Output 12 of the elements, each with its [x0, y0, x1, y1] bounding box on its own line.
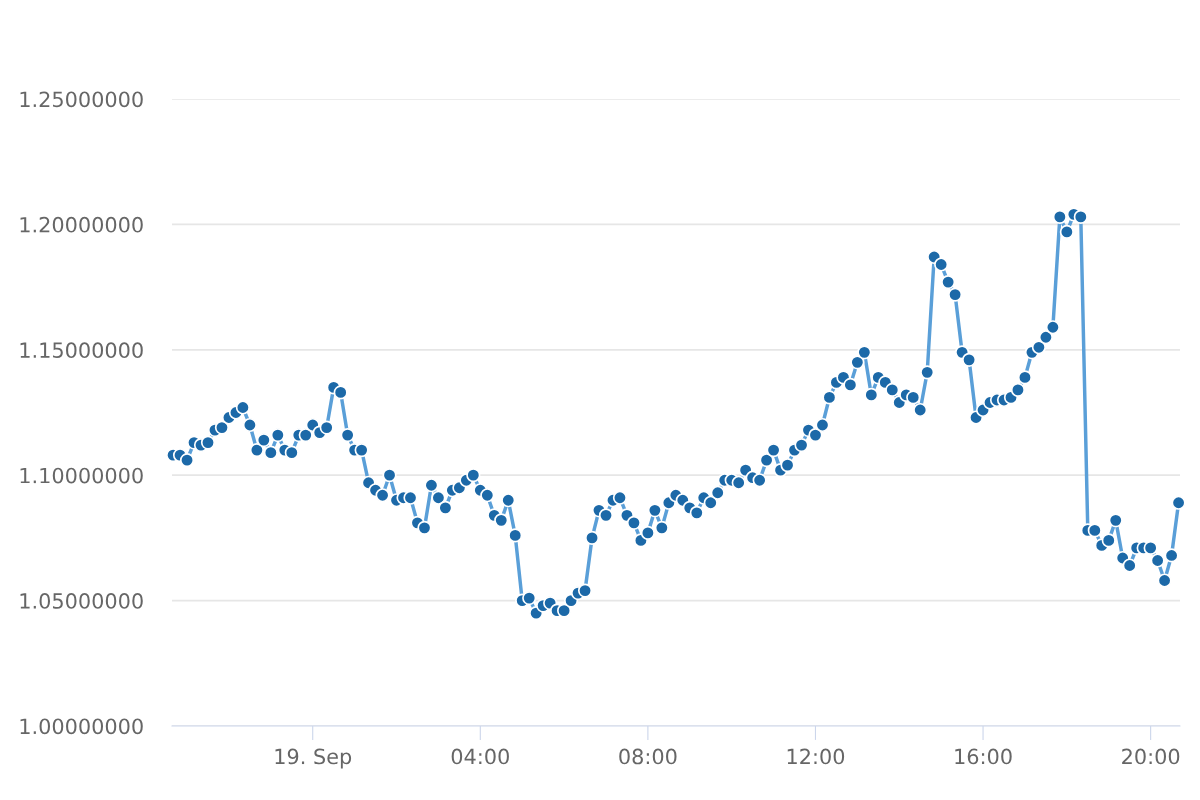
y-tick-label: 1.20000000 — [20, 216, 143, 233]
y-tick-label: 1.15000000 — [20, 342, 143, 359]
y-tick-label: 1.00000000 — [20, 718, 143, 735]
x-tick-label: 19. Sep — [275, 748, 352, 769]
x-tick-label: 04:00 — [451, 748, 509, 765]
x-tick-label: 16:00 — [955, 748, 1012, 765]
y-tick-label: 1.05000000 — [20, 593, 143, 609]
y-tick-label: 1.10000000 — [20, 467, 143, 484]
x-tick-label: 20:00 — [1122, 748, 1180, 765]
y-tick-label: 1.25000000 — [20, 91, 143, 108]
x-tick-label: 08:00 — [619, 748, 677, 765]
x-tick-label: 12:00 — [787, 748, 845, 765]
